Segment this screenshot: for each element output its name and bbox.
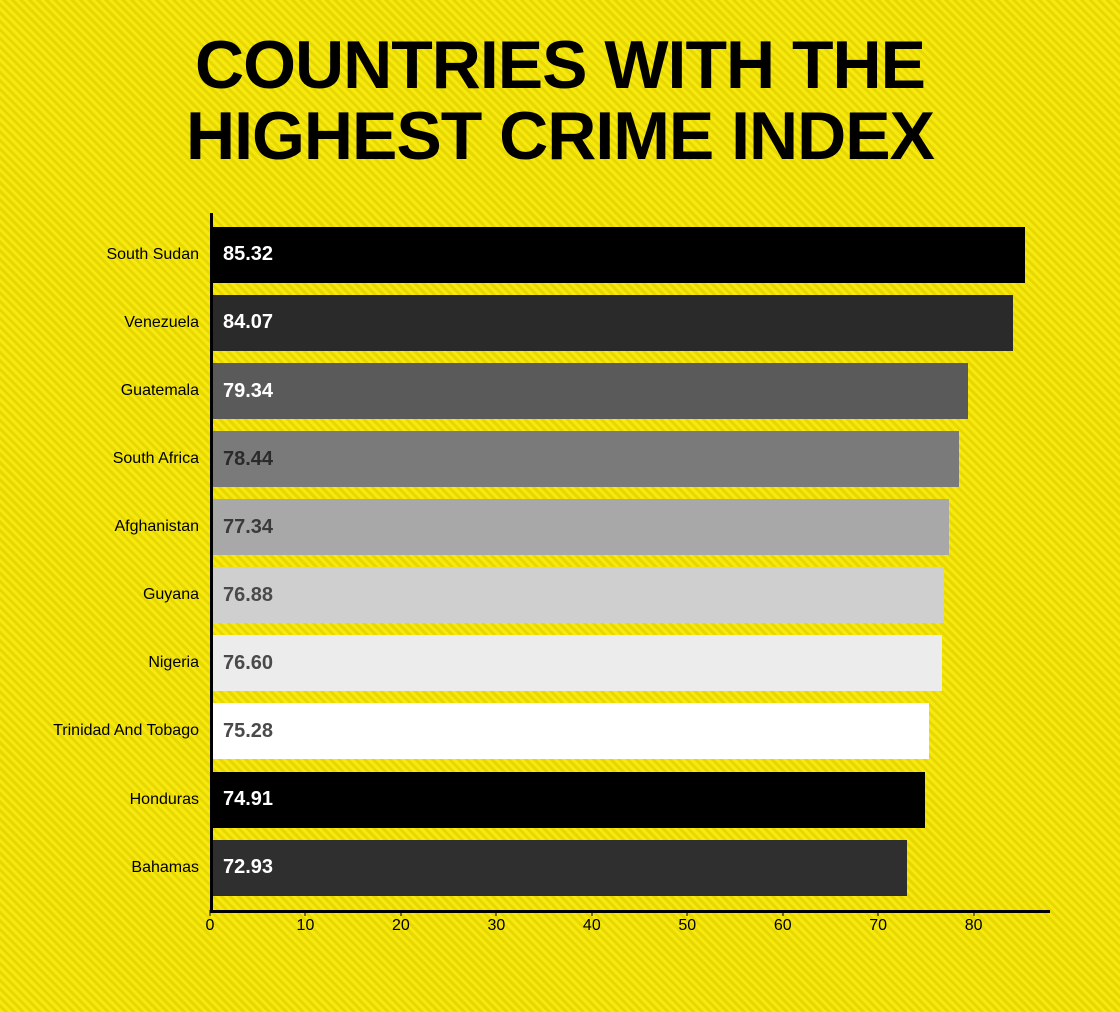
bar-value: 76.88 (223, 584, 273, 607)
bar-row: Afghanistan77.34 (213, 499, 1050, 555)
bar-label: Venezuela (43, 295, 213, 351)
bars-group: South Sudan85.32 Venezuela84.07 Guatemala7… (213, 213, 1050, 910)
bar-value: 84.07 (223, 311, 273, 334)
bar-value: 72.93 (223, 856, 273, 879)
bar-row: Honduras74.91 (213, 772, 1050, 828)
bar: 78.44 (213, 431, 959, 487)
x-axis: 01020304050607080 (210, 913, 1050, 953)
bar-value: 78.44 (223, 448, 273, 471)
bar: 77.34 (213, 499, 949, 555)
bar: 75.28 (213, 703, 929, 759)
x-tick-mark (400, 910, 401, 916)
bar-label: South Africa (43, 431, 213, 487)
bar-row: Guyana76.88 (213, 567, 1050, 623)
bar: 85.32 (213, 227, 1025, 283)
bar-value: 74.91 (223, 788, 273, 811)
bar: 79.34 (213, 363, 968, 419)
x-tick-label: 70 (869, 917, 887, 935)
x-tick-label: 0 (206, 917, 215, 935)
bar-row: Guatemala79.34 (213, 363, 1050, 419)
x-tick-mark (782, 910, 783, 916)
x-tick-label: 80 (965, 917, 983, 935)
x-tick-mark (878, 910, 879, 916)
x-tick-mark (591, 910, 592, 916)
chart-area: South Sudan85.32 Venezuela84.07 Guatemala7… (210, 213, 1050, 953)
x-tick-label: 10 (297, 917, 315, 935)
x-tick-mark (687, 910, 688, 916)
bar: 76.88 (213, 567, 944, 623)
bar-label: South Sudan (43, 227, 213, 283)
bar-row: South Sudan85.32 (213, 227, 1050, 283)
bar-label: Bahamas (43, 840, 213, 896)
bar-label: Guatemala (43, 363, 213, 419)
chart-title: COUNTRIES WITH THE HIGHEST CRIME INDEX (40, 30, 1080, 173)
bar-value: 79.34 (223, 380, 273, 403)
plot-area: South Sudan85.32 Venezuela84.07 Guatemala7… (210, 213, 1050, 913)
x-tick-mark (496, 910, 497, 916)
x-tick-label: 40 (583, 917, 601, 935)
x-tick-mark (305, 910, 306, 916)
bar-label: Trinidad And Tobago (43, 703, 213, 759)
bar-row: Venezuela84.07 (213, 295, 1050, 351)
bar-value: 76.60 (223, 652, 273, 675)
bar-row: Nigeria76.60 (213, 635, 1050, 691)
x-tick-label: 30 (487, 917, 505, 935)
x-tick-mark (973, 910, 974, 916)
x-tick-label: 60 (774, 917, 792, 935)
bar-label: Guyana (43, 567, 213, 623)
bar-row: Trinidad And Tobago75.28 (213, 703, 1050, 759)
bar-row: Bahamas72.93 (213, 840, 1050, 896)
bar-row: South Africa78.44 (213, 431, 1050, 487)
x-tick-mark (210, 910, 211, 916)
bar: 74.91 (213, 772, 925, 828)
x-tick-label: 20 (392, 917, 410, 935)
x-tick-label: 50 (678, 917, 696, 935)
bar-label: Honduras (43, 772, 213, 828)
bar: 84.07 (213, 295, 1013, 351)
bar-value: 85.32 (223, 243, 273, 266)
bar: 72.93 (213, 840, 907, 896)
bar-value: 77.34 (223, 516, 273, 539)
bar-label: Nigeria (43, 635, 213, 691)
chart-container: COUNTRIES WITH THE HIGHEST CRIME INDEX S… (0, 0, 1120, 1012)
bar: 76.60 (213, 635, 942, 691)
bar-label: Afghanistan (43, 499, 213, 555)
bar-value: 75.28 (223, 720, 273, 743)
